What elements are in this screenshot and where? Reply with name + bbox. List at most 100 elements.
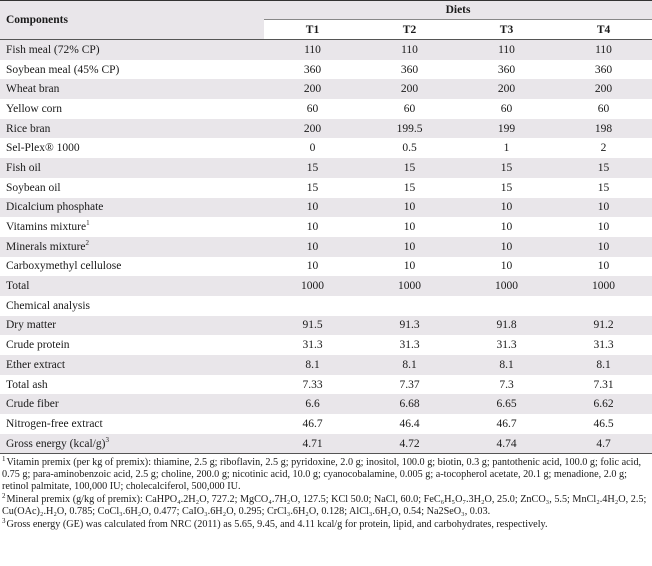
row-label: Soybean meal (45% CP) <box>0 59 264 80</box>
row-label: Nitrogen-free extract <box>0 414 264 434</box>
diet-value-cell: 8.1 <box>264 355 361 375</box>
row-label-text: Soybean oil <box>6 181 61 194</box>
row-label: Carboxymethyl cellulose <box>0 256 264 277</box>
diet-composition-table-container: Components Diets T1 T2 T3 T4 Fish meal (… <box>0 0 652 531</box>
diet-value-cell: 200 <box>555 79 652 100</box>
diet-value-cell <box>361 295 458 316</box>
diet-value-cell: 1000 <box>264 276 361 296</box>
diet-value-cell: 4.7 <box>555 433 652 455</box>
table-row: Soybean oil 15 15 15 15 <box>0 177 652 198</box>
table-row: Wheat bran 200 200 200 200 <box>0 79 652 100</box>
diet-value-cell: 60 <box>361 99 458 119</box>
diet-value-cell: 6.62 <box>555 394 652 415</box>
diet-value-cell: 4.71 <box>264 433 361 455</box>
diet-value-cell: 7.33 <box>264 374 361 395</box>
diet-value-cell: 200 <box>361 79 458 100</box>
diet-value-cell: 110 <box>458 39 555 60</box>
diet-column-header: T3 <box>458 19 555 40</box>
diet-value-cell <box>555 295 652 316</box>
diet-value-cell: 199.5 <box>361 118 458 139</box>
row-label: Crude fiber <box>0 394 264 415</box>
row-label-text: Chemical analysis <box>6 299 90 312</box>
table-row: Fish meal (72% CP) 110 110 110 110 <box>0 39 652 60</box>
diet-value-cell: 15 <box>361 177 458 198</box>
row-label: Total ash <box>0 374 264 395</box>
diet-value-cell: 360 <box>458 59 555 80</box>
row-label: Ether extract <box>0 355 264 375</box>
diet-value-cell: 60 <box>555 99 652 119</box>
diet-value-cell: 10 <box>458 197 555 218</box>
diet-value-cell: 46.5 <box>555 414 652 434</box>
row-label-text: Total ash <box>6 378 48 391</box>
diet-value-cell: 10 <box>361 256 458 277</box>
diet-value-cell: 7.37 <box>361 374 458 395</box>
row-label-text: Carboxymethyl cellulose <box>6 260 122 273</box>
footnote-reference: 1 <box>86 219 90 228</box>
row-label-text: Fish oil <box>6 161 41 174</box>
row-label-text: Soybean meal (45% CP) <box>6 63 120 76</box>
diet-value-cell: 10 <box>264 256 361 277</box>
diet-value-cell: 91.5 <box>264 315 361 336</box>
row-label: Sel-Plex® 1000 <box>0 138 264 159</box>
diet-value-cell: 360 <box>361 59 458 80</box>
diet-value-cell: 4.72 <box>361 433 458 455</box>
diet-value-cell: 2 <box>555 138 652 159</box>
diet-value-cell: 0.5 <box>361 138 458 159</box>
diet-value-cell: 91.8 <box>458 315 555 336</box>
diet-value-cell: 200 <box>264 79 361 100</box>
table-row: Dry matter 91.5 91.3 91.8 91.2 <box>0 315 652 336</box>
row-label: Total <box>0 276 264 296</box>
diet-value-cell: 110 <box>555 39 652 60</box>
row-label-text: Nitrogen-free extract <box>6 417 103 430</box>
row-label-text: Ether extract <box>6 358 66 371</box>
components-header: Components <box>0 0 264 40</box>
row-label-text: Crude protein <box>6 339 70 352</box>
diet-value-cell: 31.3 <box>361 335 458 355</box>
diet-value-cell: 1000 <box>555 276 652 296</box>
table-row: Crude protein 31.3 31.3 31.3 31.3 <box>0 335 652 355</box>
row-label: Wheat bran <box>0 79 264 100</box>
diet-value-cell <box>458 295 555 316</box>
diet-value-cell: 91.3 <box>361 315 458 336</box>
diet-value-cell: 0 <box>264 138 361 159</box>
table-row: Rice bran 200 199.5 199 198 <box>0 118 652 139</box>
row-label-text: Wheat bran <box>6 83 60 96</box>
table-row: Chemical analysis <box>0 295 652 316</box>
table-row: Sel-Plex® 1000 0 0.5 1 2 <box>0 138 652 159</box>
row-label: Vitamins mixture1 <box>0 217 264 237</box>
row-label: Soybean oil <box>0 177 264 198</box>
diet-value-cell: 15 <box>458 177 555 198</box>
footnote-marker: 3 <box>2 517 6 526</box>
diet-value-cell: 15 <box>458 158 555 178</box>
diet-value-cell: 10 <box>555 256 652 277</box>
table-row: Crude fiber 6.6 6.68 6.65 6.62 <box>0 394 652 415</box>
diet-value-cell: 10 <box>264 217 361 237</box>
diet-value-cell: 91.2 <box>555 315 652 336</box>
table-row: Total 1000 1000 1000 1000 <box>0 276 652 296</box>
table-footnotes: 1Vitamin premix (per kg of premix): thia… <box>0 454 652 531</box>
diet-value-cell <box>264 295 361 316</box>
diet-value-cell: 198 <box>555 118 652 139</box>
row-label: Gross energy (kcal/g)3 <box>0 433 264 455</box>
footnote-1: 1Vitamin premix (per kg of premix): thia… <box>2 455 650 492</box>
diet-value-cell: 60 <box>458 99 555 119</box>
diet-value-cell: 10 <box>361 217 458 237</box>
row-label-text: Fish meal (72% CP) <box>6 43 100 56</box>
diet-value-cell: 46.7 <box>264 414 361 434</box>
row-label-text: Total <box>6 280 30 293</box>
table-row: Fish oil 15 15 15 15 <box>0 158 652 178</box>
footnote-marker: 1 <box>2 455 6 464</box>
footnote-marker: 2 <box>2 491 6 500</box>
diet-value-cell: 1000 <box>458 276 555 296</box>
diet-value-cell: 10 <box>361 197 458 218</box>
diet-value-cell: 110 <box>264 39 361 60</box>
table-row: Ether extract 8.1 8.1 8.1 8.1 <box>0 355 652 375</box>
diet-value-cell: 10 <box>458 217 555 237</box>
table-row: Soybean meal (45% CP) 360 360 360 360 <box>0 59 652 80</box>
diet-value-cell: 199 <box>458 118 555 139</box>
diet-value-cell: 6.6 <box>264 394 361 415</box>
diet-value-cell: 10 <box>555 236 652 257</box>
diet-value-cell: 200 <box>264 118 361 139</box>
row-label: Fish meal (72% CP) <box>0 39 264 60</box>
row-label-text: Minerals mixture <box>6 240 86 253</box>
